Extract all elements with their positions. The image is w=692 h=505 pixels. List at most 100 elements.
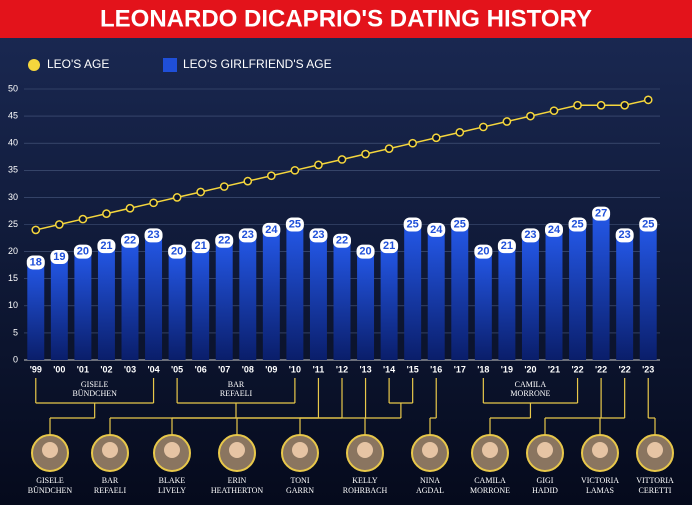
point xyxy=(243,176,253,186)
x-tick-label: '14 xyxy=(383,364,395,374)
value-label-bg xyxy=(592,206,611,221)
portrait-face xyxy=(292,442,308,458)
point xyxy=(502,117,512,126)
x-tick-label: '07 xyxy=(218,364,230,374)
point xyxy=(290,165,300,175)
point xyxy=(266,171,276,181)
x-tick-label: '11 xyxy=(313,364,325,374)
value-label: 23 xyxy=(524,229,536,241)
x-tick-label: '21 xyxy=(548,364,560,374)
value-label-bg xyxy=(450,217,469,232)
value-label-bg xyxy=(521,228,540,243)
bar xyxy=(309,235,327,360)
girlfriend-name: HEATHERTON xyxy=(211,486,263,495)
y-tick-label: 0 xyxy=(13,354,18,364)
portrait-face xyxy=(537,442,553,458)
point xyxy=(408,138,418,148)
legend-swatch xyxy=(28,59,40,71)
value-label-bg xyxy=(474,244,493,259)
bar xyxy=(333,240,351,360)
bar xyxy=(74,251,92,360)
girlfriend-name: BAR xyxy=(102,476,119,485)
point xyxy=(384,144,394,153)
x-tick-label: '12 xyxy=(336,364,348,374)
bar xyxy=(97,246,115,360)
girlfriend-name: GISELE xyxy=(36,476,64,485)
point xyxy=(125,203,135,213)
value-label-bg xyxy=(403,217,422,232)
x-tick-label: '22 xyxy=(595,364,607,374)
group-label: REFAELI xyxy=(220,389,253,398)
x-tick-label: '00 xyxy=(53,364,65,374)
value-label-bg xyxy=(168,244,187,259)
bar xyxy=(474,251,492,360)
y-tick-label: 15 xyxy=(8,273,18,283)
bar xyxy=(451,224,469,360)
bar xyxy=(498,246,516,360)
bar xyxy=(357,251,375,360)
value-label: 25 xyxy=(642,218,654,230)
bar xyxy=(168,251,186,360)
value-label-bg xyxy=(262,222,281,237)
portrait-face xyxy=(592,442,608,458)
value-label: 21 xyxy=(195,240,207,252)
bar xyxy=(286,224,304,360)
point xyxy=(102,209,111,219)
value-label-bg xyxy=(545,222,563,237)
value-label: 22 xyxy=(124,235,136,247)
bar xyxy=(569,224,587,360)
portrait-face xyxy=(647,442,663,458)
value-label: 18 xyxy=(30,256,42,268)
point xyxy=(196,187,206,197)
bar xyxy=(121,240,139,360)
value-label: 24 xyxy=(430,224,443,236)
group-label: GISELE xyxy=(81,380,109,389)
x-tick-label: '15 xyxy=(407,364,419,374)
value-label: 20 xyxy=(77,246,89,258)
value-label: 25 xyxy=(571,218,583,230)
girlfriend-name: CERETTI xyxy=(639,486,672,495)
value-label: 23 xyxy=(619,229,631,241)
value-label: 21 xyxy=(383,240,395,252)
value-label-bg xyxy=(639,217,658,232)
x-tick-label: '99 xyxy=(30,364,42,374)
legend-label: LEO'S GIRLFRIEND'S AGE xyxy=(183,57,332,71)
bar xyxy=(639,224,657,360)
x-tick-label: '08 xyxy=(242,364,254,374)
x-tick-label: '20 xyxy=(524,364,536,374)
x-tick-label: '13 xyxy=(359,364,371,374)
y-tick-label: 40 xyxy=(8,138,18,148)
bar xyxy=(50,257,68,360)
x-tick-label: '19 xyxy=(501,364,513,374)
bar xyxy=(215,240,233,360)
value-label: 24 xyxy=(548,224,561,236)
point xyxy=(431,133,441,143)
value-label: 21 xyxy=(501,240,513,252)
girlfriend-name: KELLY xyxy=(352,476,378,485)
girlfriend-name: TONI xyxy=(291,476,310,485)
point xyxy=(526,111,535,121)
title-band xyxy=(0,0,692,38)
portrait-face xyxy=(482,442,498,458)
point xyxy=(149,198,158,208)
y-tick-label: 45 xyxy=(8,110,18,120)
value-label-bg xyxy=(615,228,634,243)
value-label-bg xyxy=(333,233,351,248)
value-label-bg xyxy=(568,217,587,232)
x-tick-label: '04 xyxy=(147,364,159,374)
y-tick-label: 10 xyxy=(8,300,18,310)
girlfriend-name: ROHRBACH xyxy=(343,486,388,495)
value-label: 23 xyxy=(147,229,159,241)
legend-swatch xyxy=(163,58,177,72)
value-label-bg xyxy=(144,228,163,243)
x-tick-label: '02 xyxy=(100,364,112,374)
value-label: 25 xyxy=(454,218,466,230)
value-label: 19 xyxy=(53,251,65,263)
legend-label: LEO'S AGE xyxy=(47,57,109,71)
girlfriend-name: AGDAL xyxy=(416,486,444,495)
value-label: 23 xyxy=(312,229,324,241)
value-label-bg xyxy=(215,233,234,248)
value-label-bg xyxy=(285,217,304,232)
point xyxy=(620,100,630,110)
